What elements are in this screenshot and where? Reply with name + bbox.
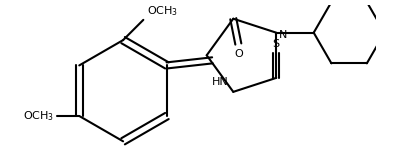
Text: N: N [279,30,288,40]
Text: O: O [234,49,243,59]
Text: S: S [273,38,280,49]
Text: HN: HN [211,77,228,87]
Text: OCH$_3$: OCH$_3$ [147,4,179,18]
Text: OCH$_3$: OCH$_3$ [23,109,54,123]
